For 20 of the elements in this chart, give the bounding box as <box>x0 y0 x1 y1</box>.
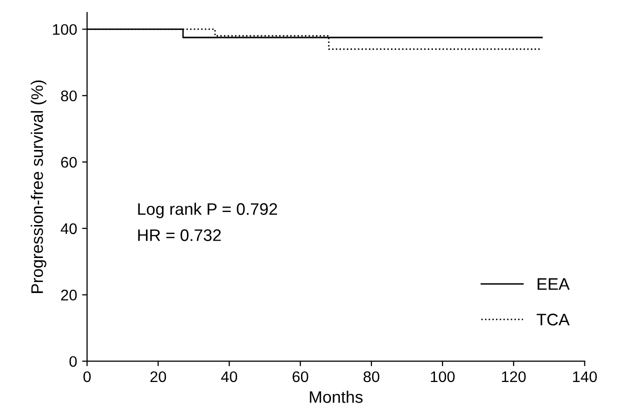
annotation: HR = 0.732 <box>138 229 221 242</box>
x-axis-title: Months <box>310 390 363 403</box>
y-tick-label: 60 <box>61 156 77 168</box>
x-tick-label: 20 <box>150 371 166 382</box>
x-tick-label: 60 <box>292 371 308 382</box>
x-tick-label: 0 <box>83 371 91 382</box>
x-tick-label: 140 <box>573 371 597 382</box>
y-axis-title: Progression-free survival (%) <box>30 80 46 293</box>
y-tick-label: 100 <box>53 24 77 35</box>
x-tick-label: 40 <box>221 371 238 382</box>
annotation: Log rank P = 0.792 <box>138 202 278 218</box>
legend-label: EEA <box>538 278 570 290</box>
y-tick-label: 40 <box>60 223 77 234</box>
legend-label: TCA <box>536 314 570 326</box>
y-tick-label: 80 <box>61 90 77 102</box>
x-tick-label: 80 <box>364 371 380 382</box>
y-tick-label: 20 <box>61 290 77 300</box>
x-tick-label: 120 <box>502 371 526 382</box>
y-tick-label: 0 <box>69 356 77 367</box>
x-tick-label: 100 <box>430 371 455 382</box>
